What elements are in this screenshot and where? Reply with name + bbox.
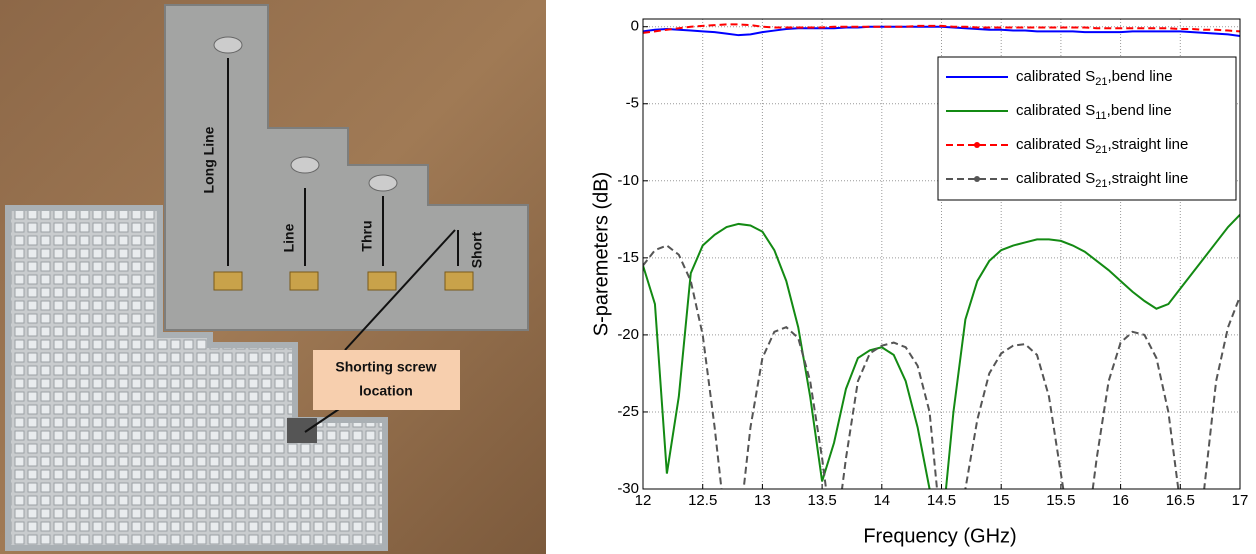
legend-label: calibrated S11,bend line [1016, 102, 1172, 122]
series-line [643, 23, 1240, 34]
photo-label: Long Line [201, 126, 217, 193]
photo-label: Shorting screw [335, 359, 436, 375]
x-axis-title: Frequency (GHz) [863, 525, 1016, 547]
x-tick-label: 16.5 [1166, 492, 1195, 509]
x-tick-label: 17 [1232, 492, 1249, 509]
y-tick-label: -5 [626, 95, 639, 112]
legend-label: calibrated S21,straight line [1016, 170, 1188, 190]
x-tick-label: 13 [754, 492, 771, 509]
callout-box [313, 350, 460, 410]
y-axis-title: S-paremeters (dB) [590, 172, 612, 337]
top-connectors [213, 36, 398, 192]
arrows [227, 58, 459, 433]
y-tick-label: -20 [617, 326, 639, 343]
plot-frame [642, 18, 1241, 490]
y-tick-label: -10 [617, 172, 639, 189]
x-tick-label: 15.5 [1046, 492, 1075, 509]
x-tick-label: 14.5 [927, 492, 956, 509]
screw-slot [287, 418, 317, 443]
y-tick-label: -15 [617, 249, 639, 266]
photo-label: Short [469, 231, 485, 268]
x-tick-label: 14 [873, 492, 890, 509]
waveguide-base [5, 205, 388, 551]
legend-box [937, 56, 1237, 201]
photo-label: Thru [359, 220, 375, 251]
legend-marker [974, 176, 980, 182]
y-tick-label: -25 [617, 403, 639, 420]
plot-lines [643, 23, 1240, 489]
y-tick-label: 0 [631, 18, 639, 35]
photo-label: Line [281, 223, 297, 252]
x-tick-label: 12 [635, 492, 652, 509]
x-tick-label: 12.5 [688, 492, 717, 509]
photo-label: location [359, 383, 413, 399]
x-tick-label: 15 [993, 492, 1010, 509]
x-tick-label: 13.5 [807, 492, 836, 509]
x-tick-label: 16 [1112, 492, 1129, 509]
legend-marker [974, 142, 980, 148]
series-line [643, 214, 1240, 489]
legend-label: calibrated S21,straight line [1016, 136, 1188, 156]
bottom-connectors [213, 271, 474, 291]
legend: calibrated S21,bend line calibrated S11,b… [937, 56, 1237, 201]
y-tick-label: -30 [617, 480, 639, 497]
photo: Long Line Line Thru Short Shorting screw… [0, 0, 546, 554]
legend-label: calibrated S21,bend line [1016, 68, 1173, 88]
